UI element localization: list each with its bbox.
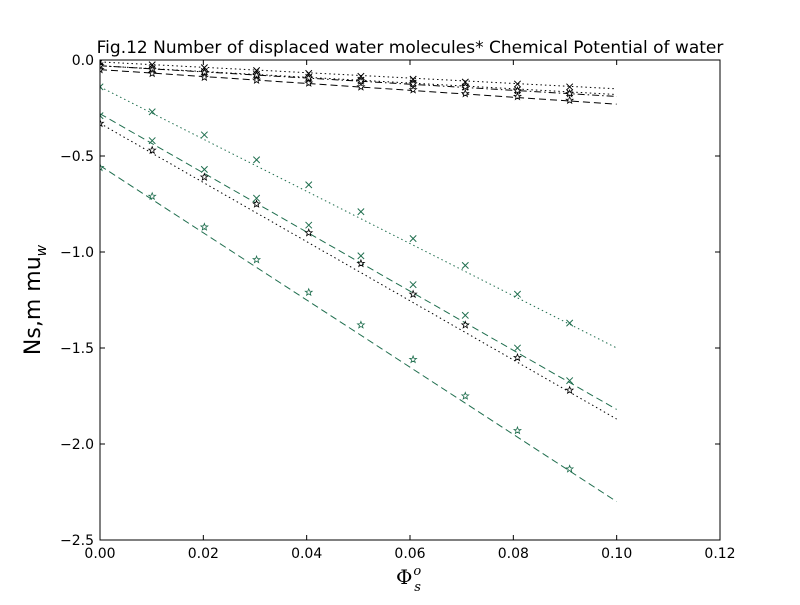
series-6-point-7: [409, 281, 417, 289]
series-5-point-5: [305, 181, 313, 189]
series-7-point-1: [100, 118, 105, 128]
x-tick-label: 0.02: [188, 546, 219, 562]
series-8-point-10: [565, 464, 575, 473]
series-4-point-3: [199, 72, 209, 82]
series-6-point-6: [357, 252, 365, 260]
x-tick-label: 0.06: [394, 546, 425, 562]
series-3-line: [100, 65, 617, 96]
series-5-line: [100, 86, 617, 349]
y-tick-label: −1.0: [60, 245, 94, 261]
series-6-point-9: [513, 344, 522, 352]
y-axis-label-main: Ns,m mu: [21, 256, 46, 355]
x-axis-label: Φo s: [396, 564, 421, 595]
series-5-point-1: [100, 83, 104, 91]
series-8-point-8: [460, 391, 470, 400]
series-7-point-5: [304, 228, 314, 237]
x-tick-label: 0.08: [498, 546, 529, 562]
series-8: [100, 162, 617, 503]
x-axis-ticks: 0.00 0.02 0.04 0.06 0.08 0.10 0.12: [84, 60, 736, 562]
series-4-point-5: [304, 78, 314, 87]
series-4-point-8: [460, 88, 470, 98]
axes-frame: [99, 59, 721, 541]
series-3-point-8: [460, 82, 470, 91]
y-axis-ticks: 0.0 −0.5 −1.0 −1.5 −2.0 −2.5: [60, 53, 720, 549]
series-7-point-9: [512, 352, 522, 362]
series-7-point-8: [460, 320, 470, 329]
series-4-point-2: [147, 68, 157, 78]
y-axis-label: Ns,m muw: [21, 244, 50, 355]
series-5-point-8: [461, 261, 469, 269]
series-8-point-3: [199, 222, 209, 231]
series-5-point-7: [409, 235, 417, 243]
series-7-line: [100, 122, 617, 420]
series-5-point-10: [566, 319, 574, 327]
series-1-point-9: [513, 80, 522, 88]
series-4-point-10: [565, 95, 575, 105]
chart-title: Fig.12 Number of displaced water molecul…: [97, 38, 724, 58]
y-axis-label-subscript: w: [34, 244, 50, 256]
x-axis-label-subscript: s: [414, 580, 421, 595]
x-tick-label: 0.10: [601, 546, 632, 562]
series-7-point-2: [147, 145, 157, 155]
series-8-point-7: [408, 354, 418, 364]
series-4-point-4: [252, 75, 262, 85]
series-6-point-10: [566, 377, 574, 385]
series-7-point-3: [199, 172, 209, 181]
series-5: [100, 83, 617, 349]
series-5-point-3: [200, 131, 208, 139]
series-6-point-5: [305, 221, 313, 229]
series-5-point-6: [357, 208, 365, 216]
x-axis-label-superscript: o: [413, 564, 421, 579]
y-tick-label: −1.5: [60, 341, 94, 357]
y-tick-label: −2.5: [60, 533, 94, 549]
series-7-point-6: [356, 258, 366, 268]
series-5-point-2: [148, 108, 156, 116]
x-tick-label: 0.04: [291, 546, 322, 562]
series-4-point-9: [512, 91, 522, 101]
series-3-point-10: [565, 88, 575, 98]
series-7-point-10: [565, 385, 575, 395]
series-5-point-9: [513, 290, 522, 298]
series-6-line: [100, 113, 617, 410]
series-8-point-4: [252, 254, 262, 264]
series-4-point-7: [408, 85, 418, 94]
x-axis-label-main: Φ: [396, 565, 412, 589]
series-4: [100, 64, 617, 105]
series-8-point-1: [100, 162, 105, 172]
plot-area: [100, 60, 617, 503]
series-4-point-1: [100, 64, 105, 74]
series-3-point-1: [100, 61, 105, 70]
series-8-line: [100, 165, 617, 503]
series-7: [100, 118, 617, 420]
series-6-point-1: [100, 112, 104, 120]
y-tick-label: −0.5: [60, 149, 94, 165]
series-2-line: [100, 65, 617, 97]
series-8-point-9: [512, 425, 522, 435]
series-1-line: [100, 61, 617, 90]
series-8-point-5: [304, 287, 314, 297]
series-6-point-3: [200, 165, 208, 173]
series-8-point-6: [356, 320, 366, 329]
y-tick-label: −2.0: [60, 437, 94, 453]
series-5-point-4: [252, 156, 261, 164]
y-tick-label: 0.0: [72, 53, 94, 69]
series-6-point-4: [252, 194, 261, 202]
series-8-point-2: [147, 191, 157, 201]
series-1-point-10: [566, 83, 574, 91]
series-6: [100, 112, 617, 410]
series-7-point-4: [252, 199, 262, 208]
x-tick-label: 0.00: [84, 546, 115, 562]
series-4-point-6: [356, 82, 366, 91]
series-6-point-2: [148, 137, 156, 145]
x-tick-label: 0.12: [704, 546, 735, 562]
series-6-point-8: [461, 311, 469, 319]
series-7-point-7: [408, 289, 418, 299]
